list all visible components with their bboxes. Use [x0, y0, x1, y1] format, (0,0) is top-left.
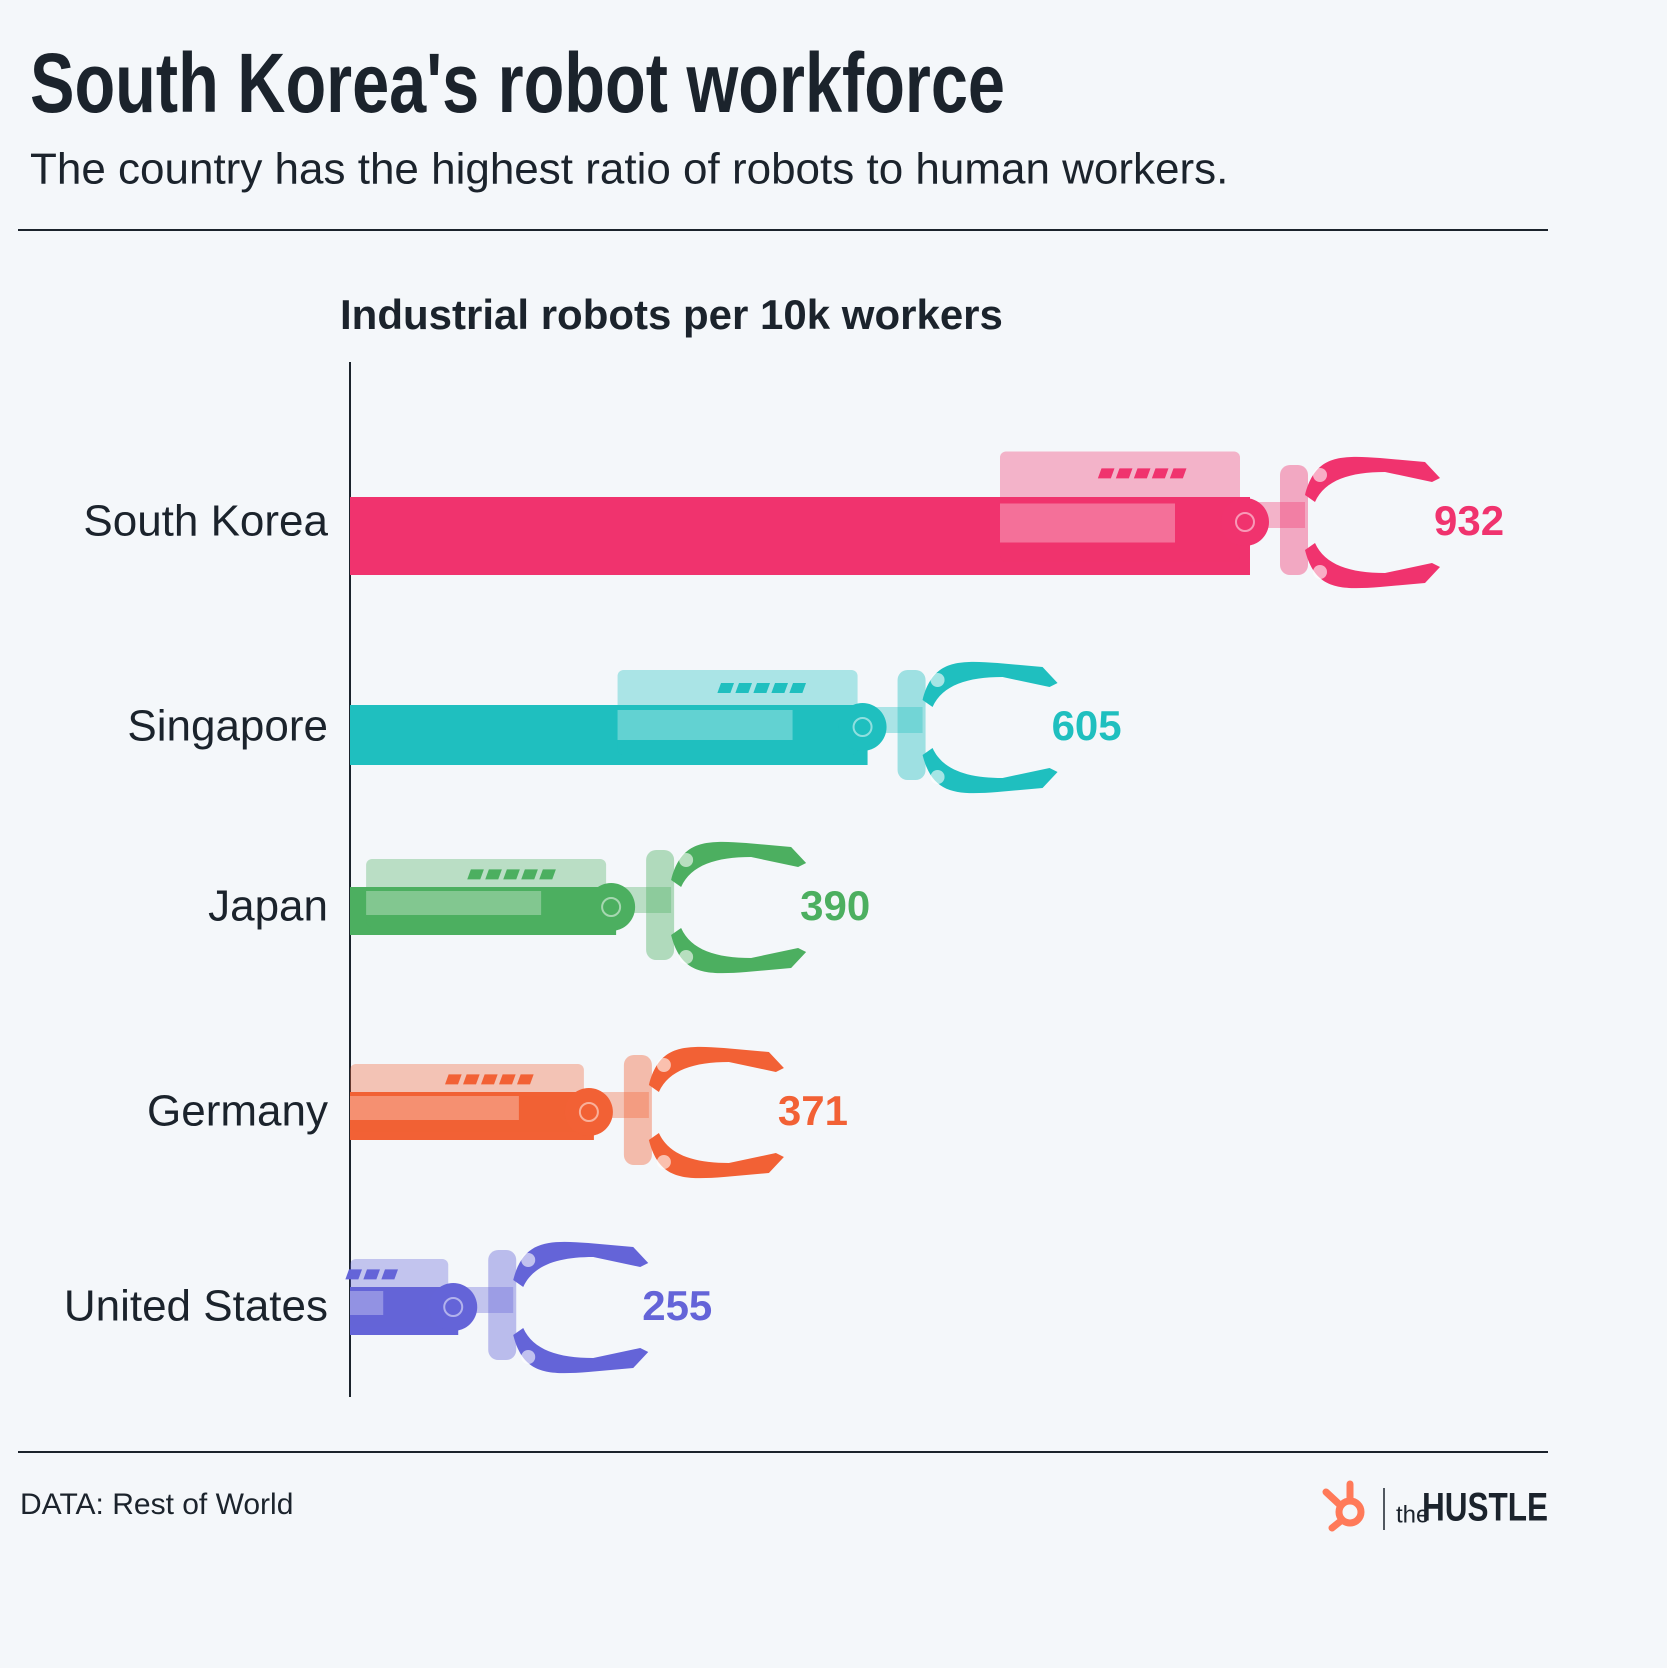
vent [521, 869, 538, 880]
logo: the HUSTLE [1322, 1480, 1548, 1532]
finger-pin [679, 853, 694, 867]
finger [513, 1328, 649, 1374]
bar [350, 661, 1058, 794]
category-label: South Korea [83, 497, 328, 546]
finger [671, 928, 807, 974]
vent [753, 683, 771, 693]
logo-icon [1322, 1480, 1365, 1532]
vent [789, 683, 807, 693]
finger [648, 1133, 784, 1179]
bar [350, 451, 1440, 589]
forearm-inner [366, 891, 542, 915]
category-label: Japan [208, 882, 328, 931]
joint-ring [578, 1102, 599, 1122]
axis-title: Industrial robots per 10k workers [340, 291, 1003, 338]
vent [517, 1074, 534, 1085]
category-label: Singapore [127, 702, 328, 751]
vent [503, 869, 520, 880]
vent [445, 1074, 462, 1085]
finger [1305, 543, 1440, 589]
vent [463, 1074, 480, 1085]
plate [897, 670, 926, 780]
joint [838, 703, 887, 751]
joint [1221, 498, 1269, 546]
forearm-tint [1000, 451, 1240, 562]
finger-pin [656, 1155, 671, 1169]
bar [345, 1241, 649, 1374]
finger [671, 841, 807, 887]
finger [513, 1241, 649, 1287]
plate [488, 1250, 517, 1360]
value-label: 371 [778, 1087, 848, 1134]
finger [922, 661, 1058, 707]
vent [499, 1074, 516, 1085]
joint-ring [852, 717, 873, 737]
logo-prefix: the [1396, 1501, 1429, 1528]
plate [623, 1055, 652, 1165]
joint-ring [1235, 512, 1255, 532]
finger-pin [1313, 565, 1327, 579]
finger [1305, 456, 1440, 502]
vent [485, 869, 502, 880]
finger-pin [679, 950, 694, 964]
vent [1151, 468, 1169, 479]
logo-name: HUSTLE [1422, 1486, 1548, 1530]
vent [1169, 468, 1187, 479]
vent [467, 869, 484, 880]
chart-subtitle: The country has the highest ratio of rob… [30, 145, 1228, 194]
bar [350, 841, 807, 974]
vent [539, 869, 556, 880]
vent [1133, 468, 1151, 479]
category-label: United States [64, 1282, 328, 1331]
joint-ring [601, 897, 622, 917]
category-label: Germany [147, 1087, 328, 1136]
finger-pin [930, 673, 945, 687]
arm [350, 497, 1250, 575]
source: DATA: Rest of World [20, 1488, 293, 1521]
value-label: 605 [1052, 702, 1122, 749]
finger-pin [1313, 468, 1327, 482]
finger-pin [930, 770, 945, 784]
joint [587, 883, 636, 931]
arm [350, 887, 617, 935]
joint [429, 1283, 478, 1331]
finger [648, 1046, 784, 1092]
arm [350, 1092, 594, 1140]
finger-pin [521, 1253, 536, 1267]
finger-pin [656, 1058, 671, 1072]
forearm-inner [350, 1291, 384, 1315]
forearm-inner [1000, 503, 1175, 543]
vent [717, 683, 735, 693]
forearm-inner [617, 710, 793, 740]
arm [350, 705, 868, 765]
vent [771, 683, 789, 693]
plate [1280, 465, 1308, 575]
finger-pin [521, 1350, 536, 1364]
plot-area: South Korea 932 Singapore 605 Japan 390 German… [64, 451, 1504, 1374]
chart-title: South Korea's robot workforce [30, 36, 1005, 130]
value-label: 390 [800, 882, 870, 929]
vent [481, 1074, 498, 1085]
finger [922, 748, 1058, 794]
forearm-inner [350, 1096, 519, 1120]
bar [350, 1046, 784, 1179]
value-label: 255 [642, 1282, 712, 1329]
vent [345, 1269, 362, 1280]
vent [1115, 468, 1133, 479]
vent [363, 1269, 380, 1280]
joint [564, 1088, 613, 1136]
plate [646, 850, 675, 960]
vent [381, 1269, 398, 1280]
vent [735, 683, 753, 693]
value-label: 932 [1434, 497, 1504, 544]
vent [1097, 468, 1115, 479]
joint-ring [443, 1297, 464, 1317]
